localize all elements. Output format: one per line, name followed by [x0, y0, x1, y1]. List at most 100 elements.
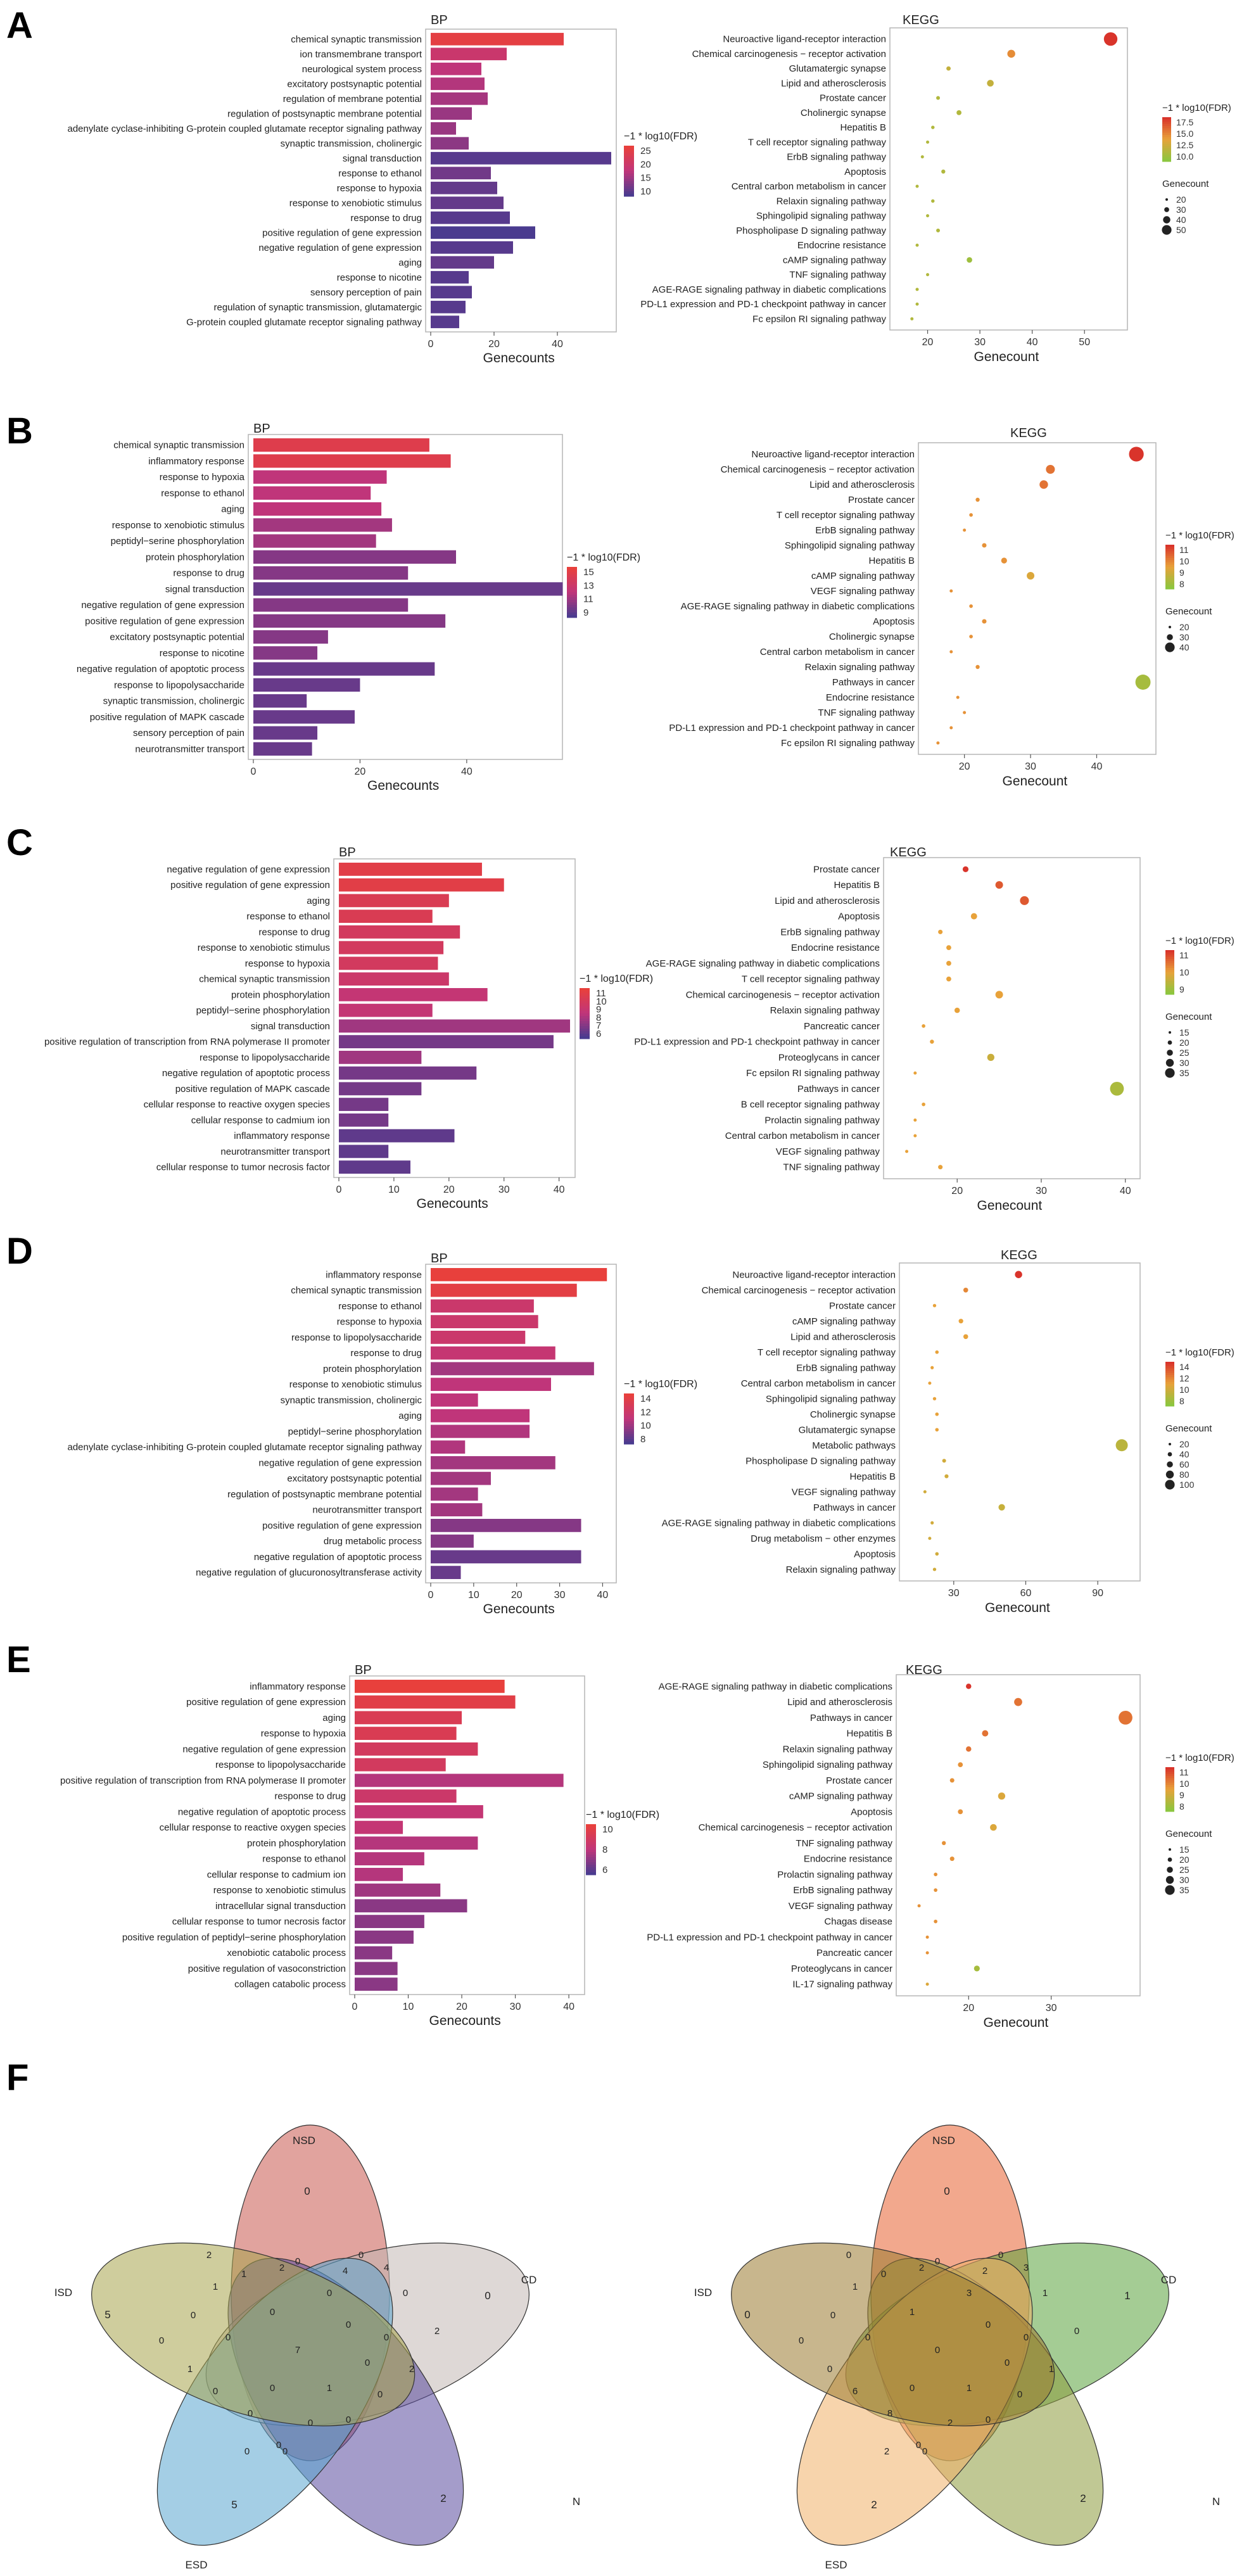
- bar-3: [355, 1711, 462, 1725]
- point-category-label: T cell receptor signaling pathway: [758, 1347, 896, 1358]
- size-legend-dot: [1167, 1452, 1172, 1457]
- legend-tick-label: 11: [583, 594, 593, 605]
- bar-10: [431, 1409, 530, 1423]
- bar-19: [355, 1962, 398, 1976]
- legend-gradient-step: [586, 1857, 596, 1860]
- legend-gradient-step: [1162, 155, 1171, 158]
- bar-20: [431, 1566, 461, 1580]
- legend-gradient-step: [1165, 1390, 1174, 1393]
- bar-category-label: response to drug: [173, 568, 244, 579]
- venn-region-count: 0: [159, 2335, 164, 2346]
- point-19: [915, 302, 919, 306]
- x-axis-label: Genecount: [985, 1601, 1050, 1615]
- point-1: [962, 866, 969, 872]
- legend-gradient-step: [580, 993, 590, 996]
- venn-region-count: 0: [346, 2414, 351, 2425]
- venn-region-count: 0: [1024, 2332, 1029, 2343]
- legend-gradient-step: [586, 1860, 596, 1863]
- bar-20: [431, 315, 459, 329]
- bar-category-label: positive regulation of peptidyl−serine p…: [122, 1932, 346, 1943]
- point-4: [982, 1730, 989, 1737]
- bar-8: [253, 550, 456, 564]
- bar-1: [431, 1267, 607, 1281]
- legend-gradient-step: [1162, 135, 1171, 137]
- legend-gradient-step: [624, 1393, 634, 1397]
- legend-gradient-step: [580, 1008, 590, 1012]
- point-20: [925, 1983, 929, 1986]
- kegg-title: KEGG: [1001, 1248, 1037, 1262]
- kegg-plot-frame: [899, 1262, 1141, 1582]
- bar-17: [431, 270, 469, 284]
- x-axis-label: Genecount: [1003, 774, 1068, 789]
- venn-region-count: 1: [1043, 2288, 1048, 2299]
- venn-unique-count: 2: [440, 2492, 446, 2504]
- bar-13: [355, 1867, 403, 1881]
- legend-gradient-step: [624, 1409, 634, 1412]
- legend-gradient-step: [1165, 1773, 1174, 1777]
- legend-gradient-step: [1165, 1381, 1174, 1385]
- point-category-label: ErbB signaling pathway: [815, 525, 915, 536]
- venn-region-count: 0: [910, 2383, 915, 2394]
- bar-4: [431, 77, 485, 91]
- venn-region-count: 4: [384, 2262, 389, 2273]
- legend-gradient-step: [1165, 1772, 1174, 1774]
- venn-set-name: CD: [1161, 2274, 1177, 2286]
- bar-14: [339, 1066, 477, 1080]
- legend-gradient-step: [1165, 567, 1174, 569]
- point-category-label: AGE-RAGE signaling pathway in diabetic c…: [646, 958, 880, 969]
- point-1: [1015, 1271, 1022, 1278]
- bar-16: [431, 256, 494, 269]
- bar-category-label: chemical synaptic transmission: [199, 974, 330, 985]
- point-1: [966, 1684, 972, 1689]
- venn-region-count: 0: [384, 2332, 389, 2343]
- point-category-label: Prostate cancer: [813, 864, 880, 875]
- point-category-label: TNF signaling pathway: [818, 707, 915, 718]
- bar-2: [431, 1283, 577, 1297]
- legend-gradient-step: [567, 567, 577, 570]
- bar-category-label: sensory perception of pain: [133, 728, 244, 739]
- legend-gradient-step: [1162, 146, 1171, 149]
- kegg-plot-frame: [896, 1674, 1141, 1996]
- size-legend-label: 30: [1176, 205, 1186, 215]
- bar-5: [253, 502, 382, 516]
- size-legend-label: 15: [1179, 1844, 1189, 1855]
- venn-region-count: 1: [853, 2281, 858, 2292]
- x-tick-label: 0: [352, 2002, 358, 2012]
- legend-gradient-step: [624, 184, 634, 187]
- venn-region-count: 0: [282, 2446, 288, 2457]
- legend-gradient-step: [1165, 992, 1174, 995]
- legend-gradient-step: [586, 1852, 596, 1855]
- point-category-label: Prolactin signaling pathway: [777, 1869, 892, 1880]
- venn-region-count: 0: [365, 2357, 370, 2368]
- bar-category-label: peptidyl−serine phosphorylation: [111, 536, 244, 547]
- bar-category-label: excitatory postsynaptic potential: [110, 632, 244, 643]
- legend-gradient-step: [580, 1031, 590, 1034]
- size-legend-label: 20: [1179, 1037, 1189, 1048]
- size-legend-dot: [1167, 1050, 1173, 1056]
- kegg-chart-D: KEGG Neuroactive ligand-receptor interact…: [662, 1248, 1234, 1615]
- legend-gradient-step: [624, 156, 634, 159]
- bar-category-label: negative regulation of glucuronosyltrans…: [196, 1568, 422, 1578]
- point-18: [915, 288, 919, 291]
- point-17: [956, 695, 960, 699]
- legend-gradient-step: [580, 1029, 590, 1032]
- venn-region-count: 0: [191, 2310, 196, 2321]
- bar-5: [355, 1742, 478, 1756]
- bar-category-label: protein phosphorylation: [146, 552, 244, 562]
- size-legend-title: Genecount: [1162, 179, 1209, 189]
- bar-16: [339, 1098, 389, 1112]
- bar-6: [339, 941, 444, 955]
- bar-category-label: response to ethanol: [262, 1854, 346, 1865]
- legend-tick-label: 15: [583, 567, 594, 578]
- point-16: [967, 257, 972, 263]
- x-tick-label: 50: [1079, 337, 1090, 348]
- legend-gradient-step: [1165, 1805, 1174, 1808]
- point-category-label: AGE-RAGE signaling pathway in diabetic c…: [681, 601, 915, 612]
- bar-16: [355, 1915, 424, 1929]
- point-5: [936, 96, 941, 100]
- point-category-label: Pathways in cancer: [813, 1502, 896, 1513]
- bar-category-label: cellular response to cadmium ion: [191, 1115, 330, 1126]
- bar-category-label: regulation of membrane potential: [283, 94, 422, 105]
